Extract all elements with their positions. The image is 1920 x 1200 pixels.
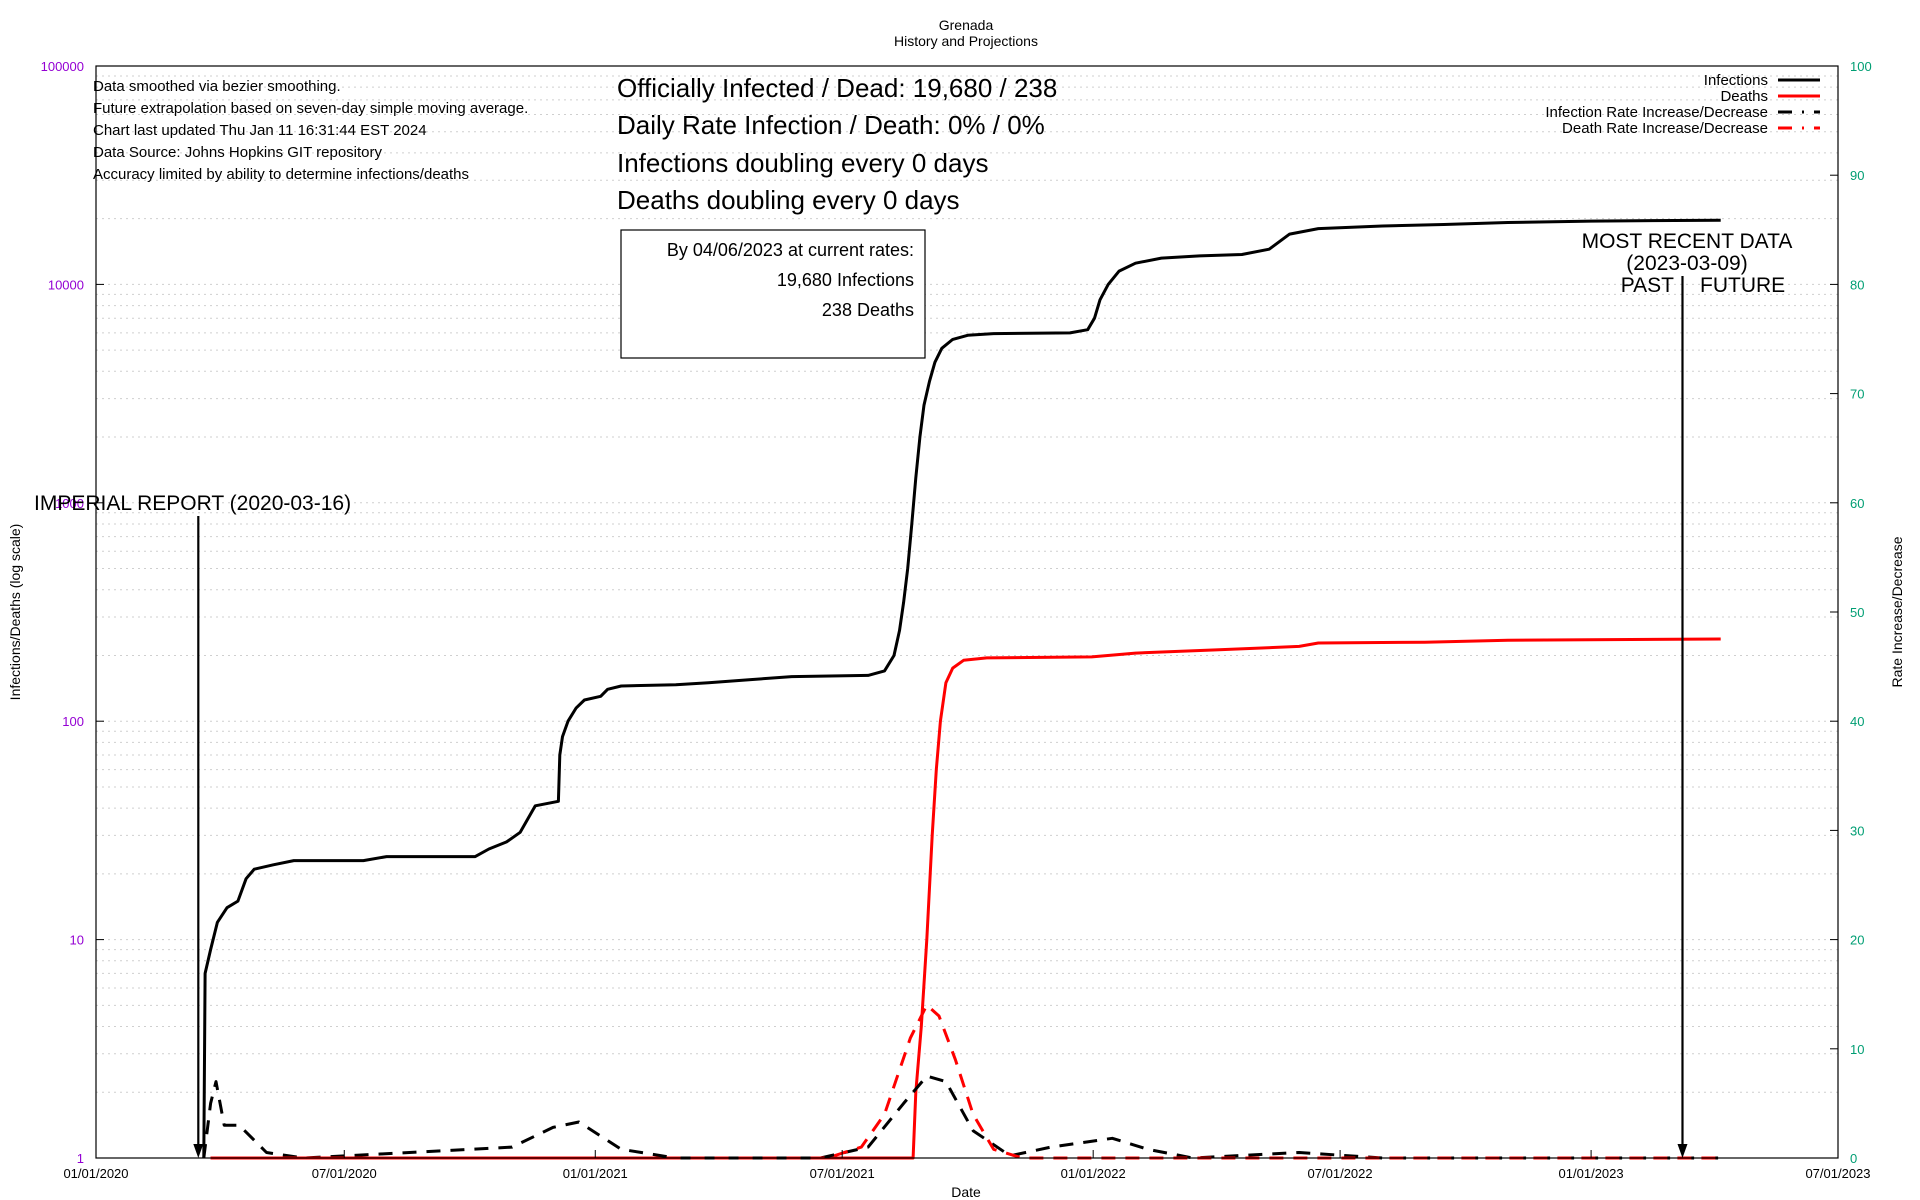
recent-annotation: MOST RECENT DATA (2023-03-09) PAST FUTUR… bbox=[1582, 230, 1793, 1158]
past-label: PAST bbox=[1621, 274, 1674, 297]
future-label: FUTURE bbox=[1700, 274, 1785, 297]
headline-daily-rate: Daily Rate Infection / Death: 0% / 0% bbox=[617, 110, 1045, 140]
note-line: Accuracy limited by ability to determine… bbox=[93, 166, 469, 183]
x-tick-label: 07/01/2020 bbox=[312, 1166, 377, 1181]
note-line: Data smoothed via bezier smoothing. bbox=[93, 78, 341, 95]
legend-label-infections: Infections bbox=[1704, 72, 1768, 89]
notes-block: Data smoothed via bezier smoothing. Futu… bbox=[93, 78, 528, 183]
x-tick-label: 01/01/2023 bbox=[1559, 1166, 1624, 1181]
note-line: Future extrapolation based on seven-day … bbox=[93, 100, 528, 117]
y2-tick-label: 40 bbox=[1850, 714, 1864, 729]
recent-label-line1: MOST RECENT DATA bbox=[1582, 230, 1793, 253]
tick-layer: 1 10 100 1000 10000 100000 0 10 20 30 40 50 60 70 80 90… bbox=[41, 59, 1872, 1181]
y2-tick-label: 80 bbox=[1850, 277, 1864, 292]
headline-deaths-doubling: Deaths doubling every 0 days bbox=[617, 185, 960, 215]
y-tick-label: 100 bbox=[62, 714, 84, 729]
chart-subtitle: History and Projections bbox=[894, 33, 1038, 49]
headline-block: Officially Infected / Dead: 19,680 / 238… bbox=[617, 73, 1057, 215]
projection-box: By 04/06/2023 at current rates: 19,680 I… bbox=[620, 229, 926, 359]
recent-label-line2: (2023-03-09) bbox=[1626, 252, 1747, 275]
legend-label-death-rate: Death Rate Increase/Decrease bbox=[1562, 120, 1768, 137]
x-tick-label: 01/01/2021 bbox=[563, 1166, 628, 1181]
y-tick-label: 10 bbox=[70, 933, 84, 948]
note-line: Data Source: Johns Hopkins GIT repositor… bbox=[93, 144, 383, 161]
chart-title: Grenada bbox=[939, 17, 994, 33]
headline-infections-doubling: Infections doubling every 0 days bbox=[617, 148, 988, 178]
recent-arrow-head bbox=[1677, 1144, 1688, 1158]
legend-label-deaths: Deaths bbox=[1720, 88, 1768, 105]
y2-tick-label: 0 bbox=[1850, 1151, 1857, 1166]
y-tick-label: 1000 bbox=[55, 496, 84, 511]
y2-tick-label: 90 bbox=[1850, 168, 1864, 183]
y2-tick-label: 60 bbox=[1850, 496, 1864, 511]
legend-label-infection-rate: Infection Rate Increase/Decrease bbox=[1545, 104, 1768, 121]
y2-tick-label: 100 bbox=[1850, 59, 1872, 74]
x-tick-label: 07/01/2022 bbox=[1308, 1166, 1373, 1181]
imperial-annotation: IMPERIAL REPORT (2020-03-16) bbox=[34, 492, 351, 1158]
x-tick-label: 01/01/2020 bbox=[63, 1166, 128, 1181]
legend: Infections Deaths Infection Rate Increas… bbox=[1545, 72, 1820, 137]
imperial-label: IMPERIAL REPORT (2020-03-16) bbox=[34, 492, 351, 515]
x-tick-label: 07/01/2023 bbox=[1805, 1166, 1870, 1181]
series-death-rate-line bbox=[210, 1003, 1721, 1160]
y2-tick-label: 10 bbox=[1850, 1042, 1864, 1057]
projection-infections: 19,680 Infections bbox=[777, 270, 914, 290]
y2-tick-label: 50 bbox=[1850, 605, 1864, 620]
headline-infected-dead: Officially Infected / Dead: 19,680 / 238 bbox=[617, 73, 1057, 103]
y-tick-label: 10000 bbox=[48, 277, 84, 292]
series-layer bbox=[202, 218, 1721, 1160]
y2-tick-label: 20 bbox=[1850, 933, 1864, 948]
imperial-arrow-head bbox=[193, 1144, 204, 1158]
projection-deaths: 238 Deaths bbox=[822, 300, 914, 320]
x-tick-label: 01/01/2022 bbox=[1061, 1166, 1126, 1181]
grid-layer bbox=[96, 75, 1838, 1159]
x-tick-label: 07/01/2021 bbox=[810, 1166, 875, 1181]
y-tick-label: 100000 bbox=[41, 59, 84, 74]
projection-heading: By 04/06/2023 at current rates: bbox=[667, 240, 914, 260]
y2-axis-label: Rate Increase/Decrease bbox=[1889, 536, 1905, 687]
y-axis-label: Infections/Deaths (log scale) bbox=[7, 524, 23, 701]
series-infections-line bbox=[202, 218, 1721, 1159]
y2-tick-label: 30 bbox=[1850, 823, 1864, 838]
y2-tick-label: 70 bbox=[1850, 387, 1864, 402]
x-axis-label: Date bbox=[951, 1184, 981, 1200]
projection-box-frame bbox=[620, 229, 926, 359]
note-line: Chart last updated Thu Jan 11 16:31:44 E… bbox=[93, 122, 427, 139]
y-tick-label: 1 bbox=[77, 1151, 84, 1166]
